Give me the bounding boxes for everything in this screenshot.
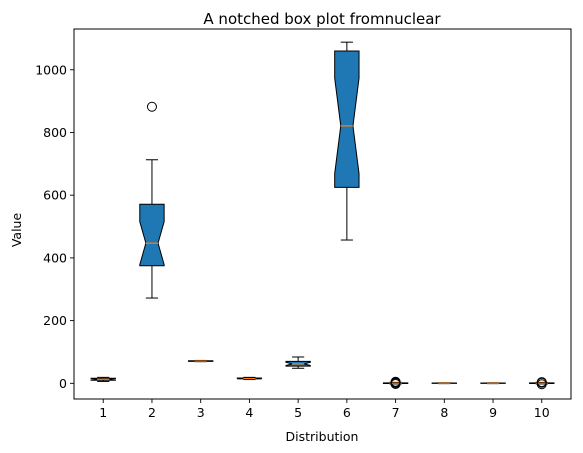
- box-flier: [146, 101, 157, 112]
- x-tick-label: 6: [343, 405, 351, 420]
- x-tick-label: 1: [99, 405, 107, 420]
- y-tick-label: 400: [43, 250, 67, 265]
- y-tick-label: 1000: [35, 62, 67, 77]
- y-tick-label: 200: [43, 313, 67, 328]
- y-tick-label: 600: [43, 188, 67, 203]
- box-body: [334, 50, 360, 188]
- x-tick-label: 7: [392, 405, 400, 420]
- x-tick-label: 9: [489, 405, 497, 420]
- y-tick-label: 800: [43, 125, 67, 140]
- x-tick-label: 2: [148, 405, 156, 420]
- chart-title: A notched box plot fromnuclear: [203, 10, 441, 28]
- axes-frame: [73, 28, 572, 400]
- box-body: [139, 203, 165, 267]
- x-tick-label: 10: [534, 405, 550, 420]
- x-axis-label: Distribution: [286, 429, 359, 444]
- y-tick-label: 0: [59, 376, 67, 391]
- box-flier: [390, 376, 401, 387]
- x-tick-label: 5: [294, 405, 302, 420]
- box-flier: [536, 377, 547, 388]
- y-axis-label: Value: [9, 213, 24, 248]
- x-tick-label: 4: [245, 405, 253, 420]
- x-tick-label: 3: [197, 405, 205, 420]
- plot-area: 0 200 400 600 800 1000 1 2 3 4 5 6 7 8 9 10: [35, 28, 572, 420]
- x-tick-label: 8: [440, 405, 448, 420]
